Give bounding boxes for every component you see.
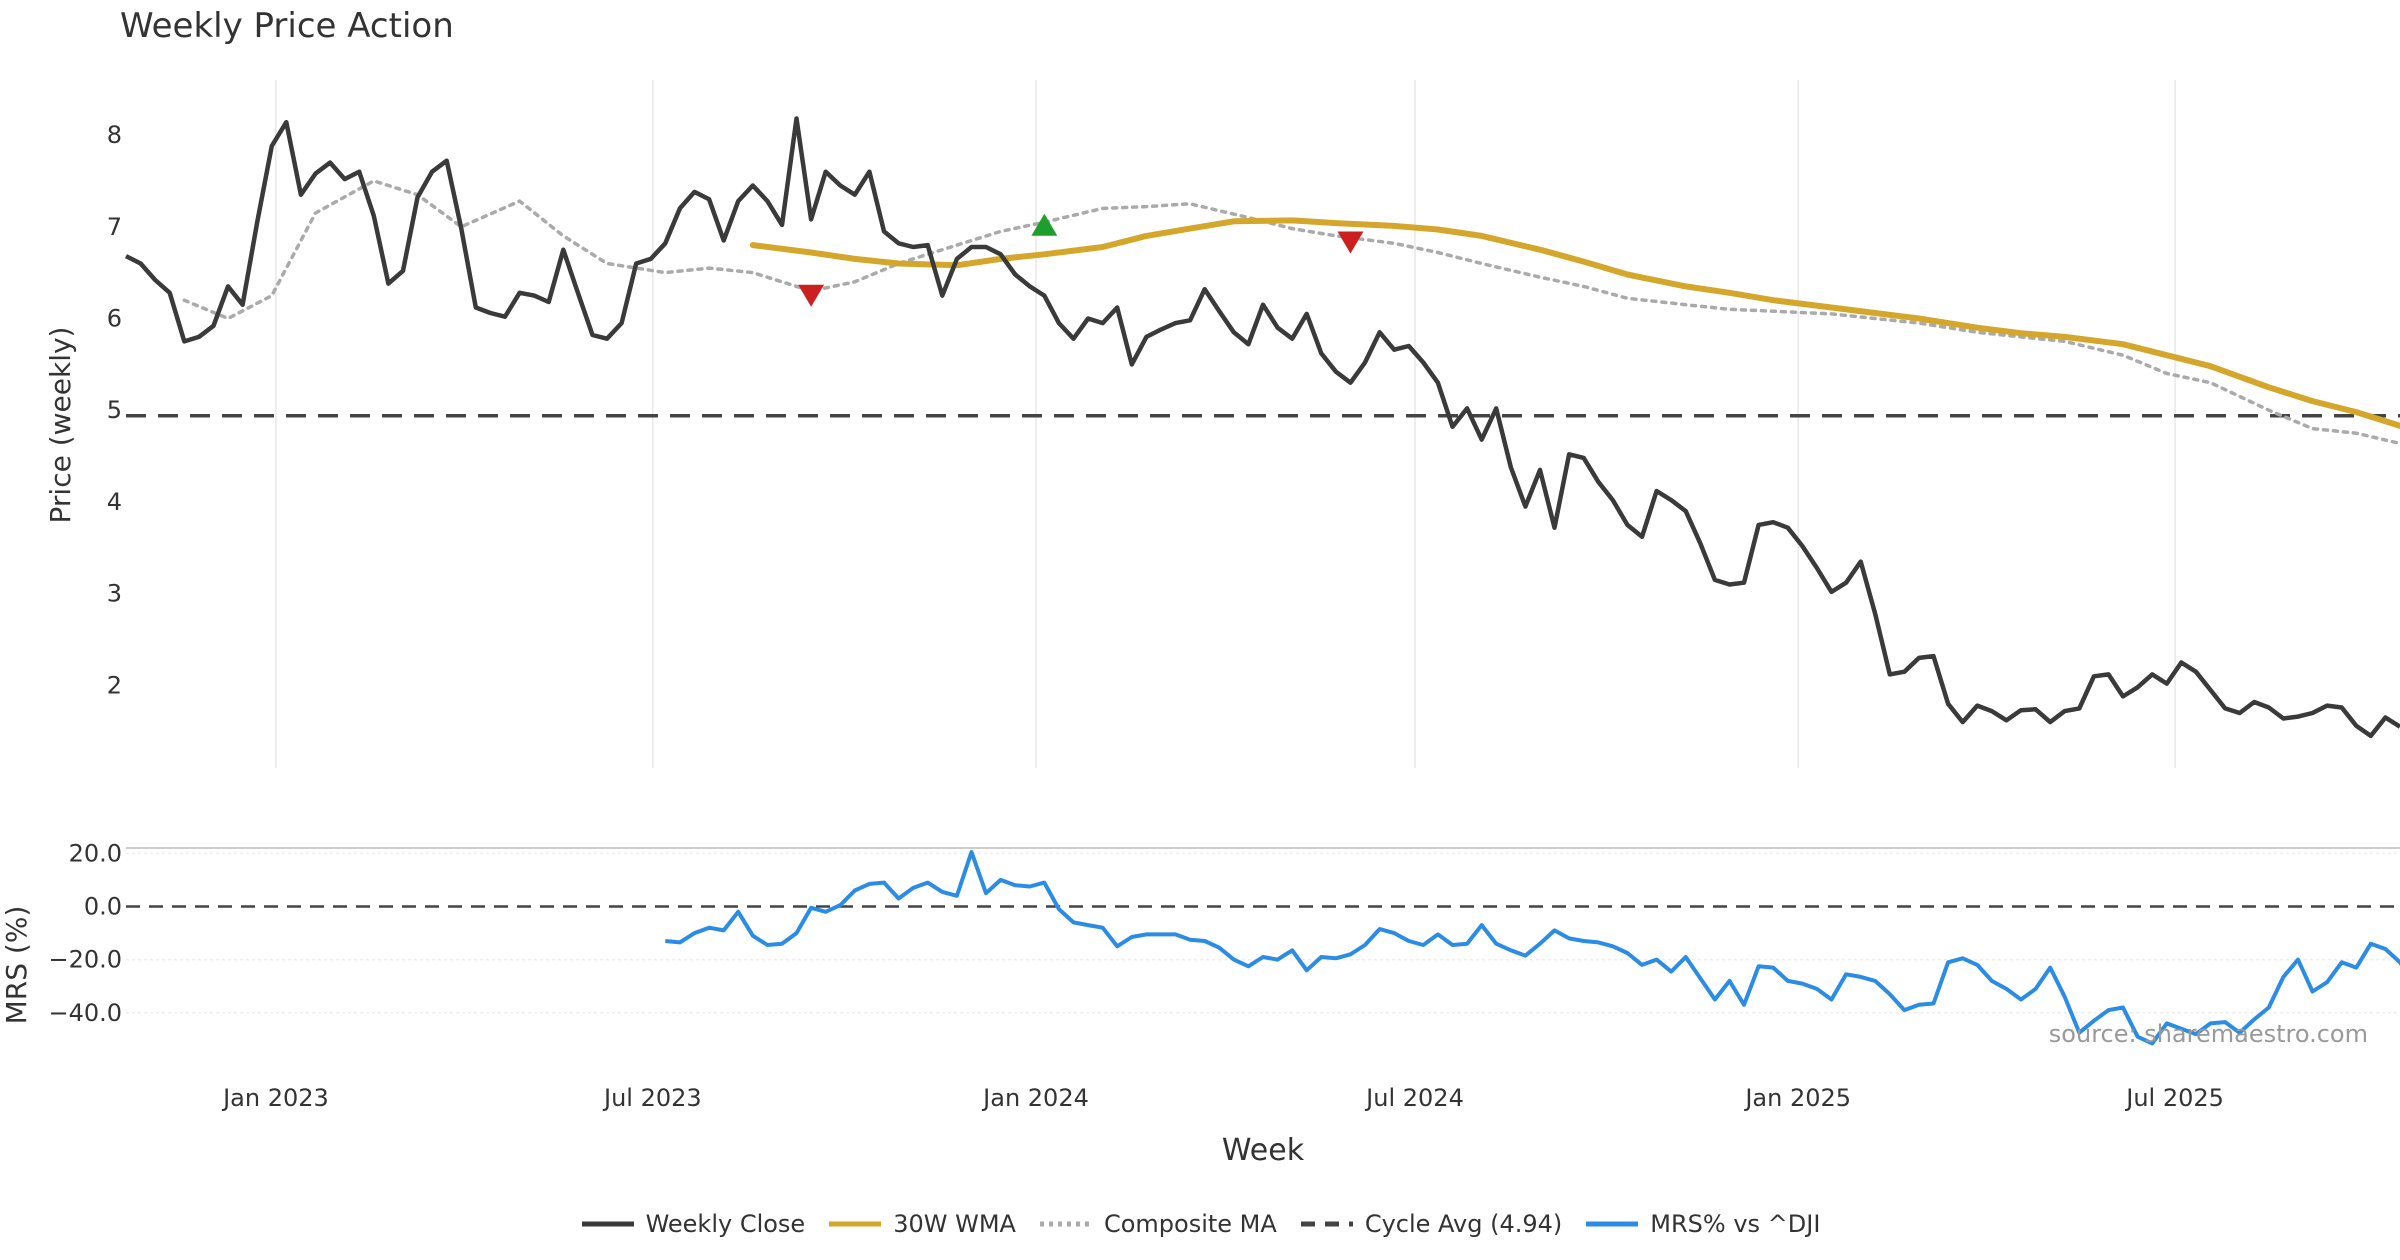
x-tick-label: Jul 2025 bbox=[2124, 1084, 2224, 1112]
composite-ma-line bbox=[182, 179, 2400, 446]
x-tick-label: Jul 2023 bbox=[602, 1084, 702, 1112]
signal-markers bbox=[798, 213, 1364, 307]
price-tick-label: 5 bbox=[107, 396, 122, 424]
legend-swatch bbox=[1586, 1221, 1639, 1227]
legend-label: Cycle Avg (4.94) bbox=[1364, 1210, 1563, 1238]
legend-swatch bbox=[1300, 1221, 1353, 1227]
grid-lines bbox=[126, 80, 2400, 1014]
legend-label: Weekly Close bbox=[645, 1210, 806, 1238]
price-tick-label: 6 bbox=[107, 305, 122, 333]
x-tick-label: Jan 2024 bbox=[981, 1084, 1089, 1112]
legend-label: 30W WMA bbox=[893, 1210, 1016, 1238]
legend-swatch bbox=[581, 1221, 634, 1227]
price-y-axis-label: Price (weekly) bbox=[44, 327, 77, 524]
price-tick-label: 7 bbox=[107, 213, 122, 241]
price-y-axis: 8 7 6 5 4 3 2 bbox=[107, 121, 122, 699]
legend-label: Composite MA bbox=[1103, 1210, 1277, 1238]
x-tick-label: Jul 2024 bbox=[1364, 1084, 1464, 1112]
source-attribution: source: sharemaestro.com bbox=[2048, 1020, 2368, 1048]
x-axis-label: Week bbox=[1222, 1133, 1305, 1168]
legend-swatch bbox=[829, 1221, 882, 1227]
price-tick-label: 8 bbox=[107, 121, 122, 149]
sell-signal-marker bbox=[1337, 231, 1364, 254]
legend-item: 30W WMA bbox=[827, 1210, 1016, 1238]
mrs-y-axis: 20.0 0.0 −20.0 −40.0 bbox=[48, 839, 2400, 1027]
series-layer bbox=[124, 116, 2400, 1046]
price-tick-label: 3 bbox=[107, 580, 122, 608]
legend-item: Composite MA bbox=[1038, 1210, 1277, 1238]
weekly-close-line bbox=[124, 116, 2400, 739]
legend-item: Weekly Close bbox=[580, 1210, 806, 1238]
mrs-tick-label: 20.0 bbox=[69, 839, 122, 867]
chart-legend: Weekly Close 30W WMA Composite MA Cycle Avg… bbox=[0, 1210, 2400, 1238]
sell-signal-marker bbox=[798, 284, 825, 307]
mrs-line bbox=[665, 850, 2400, 1046]
mrs-tick-label: 0.0 bbox=[84, 892, 122, 920]
mrs-tick-label: −40.0 bbox=[48, 999, 122, 1027]
mrs-tick-label: −20.0 bbox=[48, 946, 122, 974]
mrs-y-axis-label: MRS (%) bbox=[0, 906, 33, 1025]
legend-label: MRS% vs ^DJI bbox=[1650, 1210, 1821, 1238]
x-axis: Jan 2023 Jul 2023 Jan 2024 Jul 2024 Jan 2025… bbox=[221, 1084, 2224, 1112]
legend-swatch bbox=[1039, 1221, 1092, 1227]
x-tick-label: Jan 2023 bbox=[221, 1084, 329, 1112]
buy-signal-marker bbox=[1031, 213, 1058, 236]
x-tick-label: Jan 2025 bbox=[1743, 1084, 1851, 1112]
price-tick-label: 2 bbox=[107, 671, 122, 699]
wma-30-line bbox=[749, 217, 2400, 429]
chart-title: Weekly Price Action bbox=[120, 6, 454, 46]
price-tick-label: 4 bbox=[107, 488, 122, 516]
legend-item: MRS% vs ^DJI bbox=[1584, 1210, 1820, 1238]
legend-item: Cycle Avg (4.94) bbox=[1299, 1210, 1562, 1238]
